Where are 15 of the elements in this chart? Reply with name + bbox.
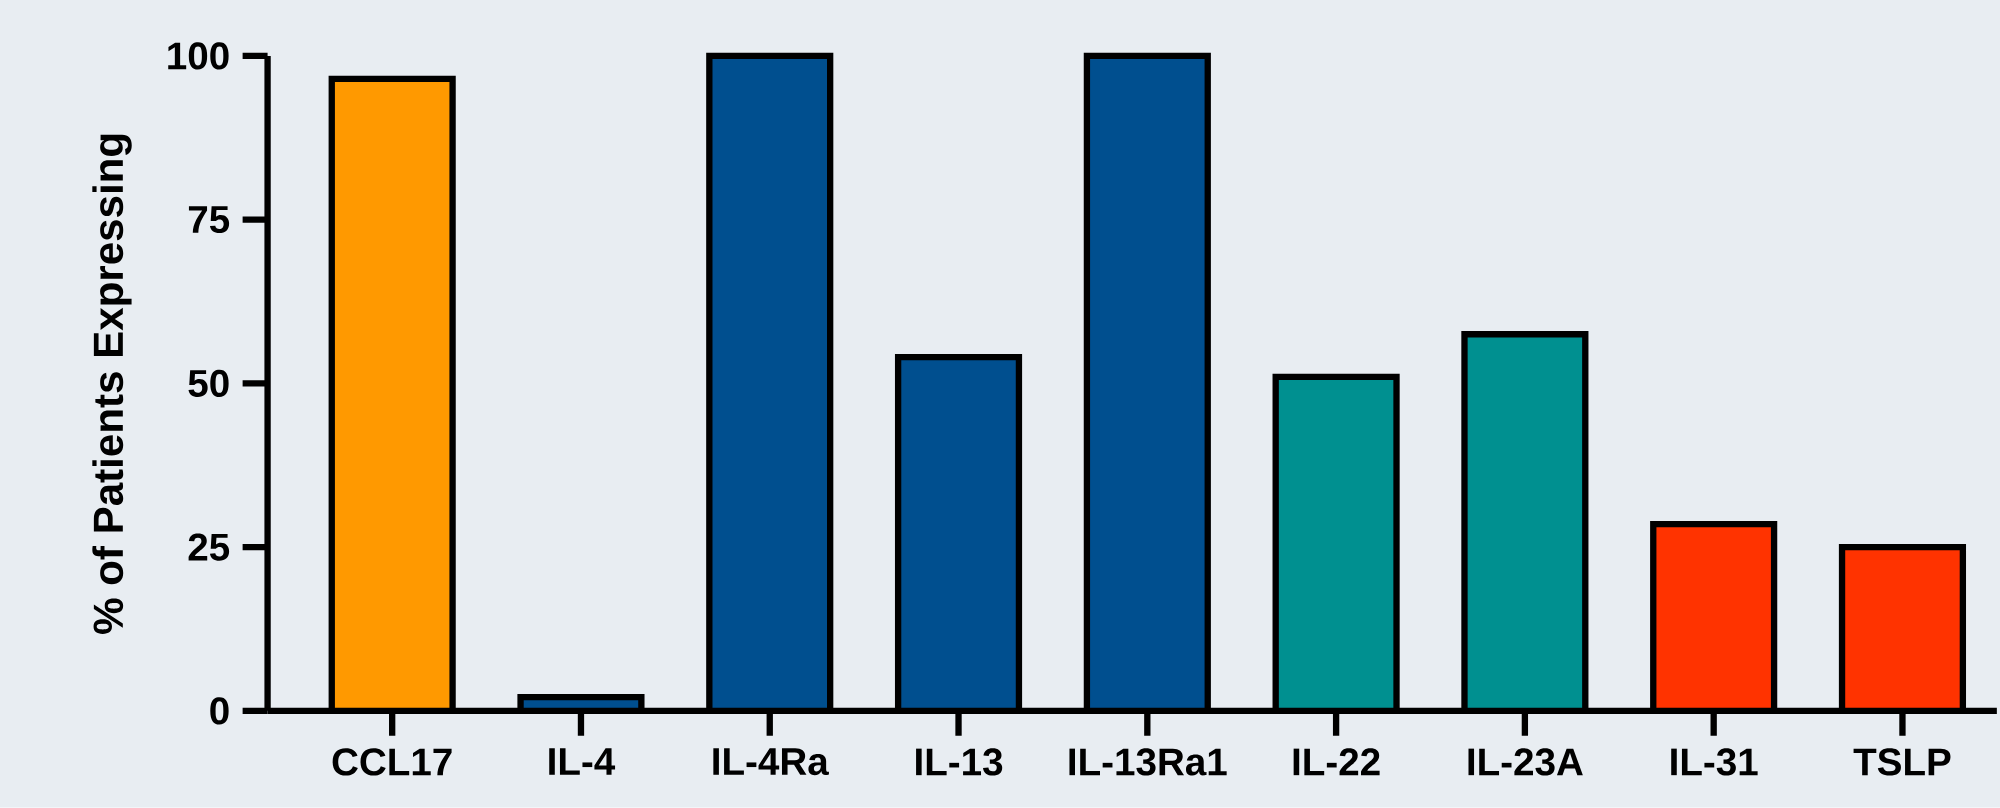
x-tick-label: IL-23A (1468, 748, 1583, 776)
x-tick-label: TSLP (1853, 748, 1951, 776)
x-tick-label: IL-31 (1671, 748, 1758, 776)
y-axis-title: % of Patients Expressing (92, 134, 132, 635)
x-tick-label: IL-4 (549, 748, 616, 775)
y-tick-label: 50 (188, 369, 229, 398)
x-tick-label: CCL17 (332, 748, 452, 776)
x-tick-label: IL-4Ra (713, 748, 829, 776)
y-tick-label: 75 (188, 206, 230, 234)
y-tick-label: 0 (210, 697, 229, 725)
x-tick-label: IL-13Ra1 (1069, 748, 1227, 776)
x-tick-label: IL-22 (1293, 748, 1380, 776)
y-tick-label: 100 (168, 42, 229, 70)
x-tick-label: IL-13 (916, 748, 1003, 776)
y-tick-label: 25 (188, 533, 230, 561)
